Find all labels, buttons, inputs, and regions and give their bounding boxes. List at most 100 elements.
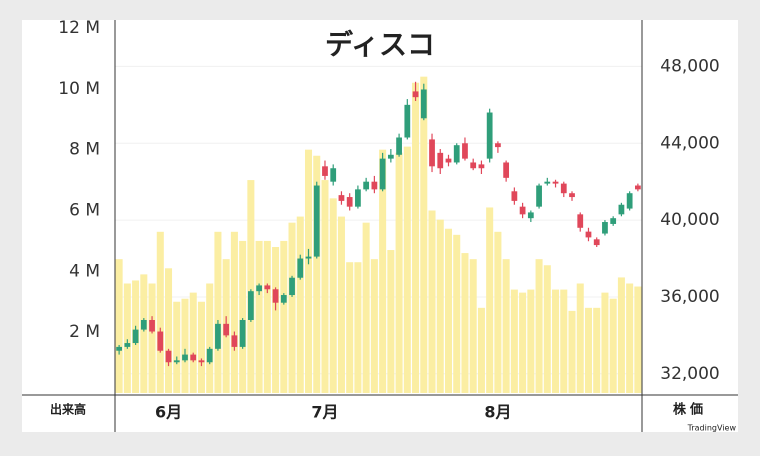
candle-body <box>182 354 188 361</box>
volume-bar <box>288 222 296 393</box>
candle-body <box>635 185 641 190</box>
volume-bar <box>601 292 609 393</box>
candle-body <box>140 320 147 330</box>
volume-bar <box>634 286 642 393</box>
y2-tick-label: 44,000 <box>660 133 719 153</box>
candle-body <box>305 256 312 259</box>
volume-bar <box>486 207 494 393</box>
y-tick-label: 12 M <box>58 18 100 38</box>
volume-bar <box>617 277 625 393</box>
candle-body <box>519 206 526 215</box>
candle-body <box>536 185 542 207</box>
y2-axis-label: 株価 <box>673 402 707 418</box>
candle-body <box>437 152 444 169</box>
volume-bar <box>123 283 131 393</box>
volume-bar <box>576 283 584 393</box>
candle-body <box>157 331 164 351</box>
candle-body <box>247 291 254 320</box>
volume-bar <box>239 240 247 393</box>
volume-bar <box>362 222 370 393</box>
volume-bar <box>593 307 601 393</box>
candle-body <box>577 214 584 228</box>
candle-body <box>223 323 230 336</box>
candle-body <box>272 289 279 303</box>
candle-body <box>429 139 435 167</box>
volume-bar <box>337 216 345 393</box>
candle-body <box>371 181 378 190</box>
volume-bar <box>609 298 617 393</box>
volume-bar <box>379 149 387 393</box>
candle-body <box>453 145 460 163</box>
candle-body <box>297 258 304 278</box>
volume-bar <box>387 250 395 393</box>
candle-body <box>338 195 345 201</box>
candle-body <box>256 285 262 292</box>
candle-body <box>420 89 427 119</box>
y-tick-label: 2 M <box>69 322 100 342</box>
candle-body <box>511 191 518 201</box>
volume-bar <box>552 289 560 393</box>
volume-bar <box>354 262 362 393</box>
y-tick-label: 10 M <box>58 79 100 99</box>
candle-body <box>239 320 246 347</box>
candle-body <box>544 181 551 184</box>
y-tick-label: 4 M <box>69 261 100 281</box>
volume-bar <box>255 240 263 393</box>
candle-body <box>124 343 131 347</box>
volume-bar <box>165 268 173 393</box>
volume-bar <box>280 240 288 393</box>
volume-bar <box>189 292 197 393</box>
y-tick-label: 6 M <box>69 201 100 221</box>
candle-body <box>322 166 328 176</box>
y-axis-label: 出来高 <box>50 402 86 417</box>
volume-bar <box>469 259 477 393</box>
y2-tick-label: 32,000 <box>660 364 719 384</box>
volume-bar <box>197 301 205 393</box>
volume-bar <box>230 231 238 393</box>
volume-bar <box>527 289 535 393</box>
volume-bar <box>477 307 485 393</box>
volume-bar <box>206 283 214 393</box>
candle-body <box>346 197 353 207</box>
volume-bar <box>214 231 222 393</box>
y2-tick-label: 40,000 <box>660 210 719 230</box>
candle-body <box>527 212 534 219</box>
volume-bar <box>403 146 411 393</box>
volume-bar <box>115 259 123 393</box>
candle-body <box>363 181 370 190</box>
volume-bar <box>519 292 527 393</box>
candle-body <box>503 162 510 178</box>
volume-bar <box>156 231 164 393</box>
candle-body <box>355 189 361 207</box>
volume-bar <box>510 289 518 393</box>
volume-bar <box>321 180 329 393</box>
candle-body <box>396 137 402 155</box>
volume-bar <box>140 274 148 393</box>
volume-bar <box>420 76 428 394</box>
candle-body <box>585 231 592 238</box>
y-tick-label: 8 M <box>69 140 100 160</box>
candle-body <box>486 112 493 159</box>
volume-bar <box>436 219 444 393</box>
volume-bar <box>304 149 313 393</box>
volume-bar <box>395 152 403 393</box>
candle-body <box>610 218 617 224</box>
volume-bar <box>370 259 378 393</box>
x-tick-label: 7月 <box>311 403 338 422</box>
candle-body <box>626 193 633 209</box>
candle-body <box>569 193 575 198</box>
volume-bar <box>263 240 271 393</box>
volume-bar <box>346 262 354 393</box>
x-tick-label: 6月 <box>155 403 182 422</box>
volume-bar <box>535 259 543 393</box>
volume-bar <box>296 216 304 393</box>
candle-body <box>470 162 477 169</box>
candle-body <box>404 104 411 138</box>
volume-bar <box>626 283 634 393</box>
x-tick-label: 8月 <box>484 403 511 422</box>
candle-body <box>552 181 559 184</box>
candle-body <box>560 183 567 194</box>
candle-body <box>445 158 452 163</box>
candle-body <box>412 91 419 98</box>
